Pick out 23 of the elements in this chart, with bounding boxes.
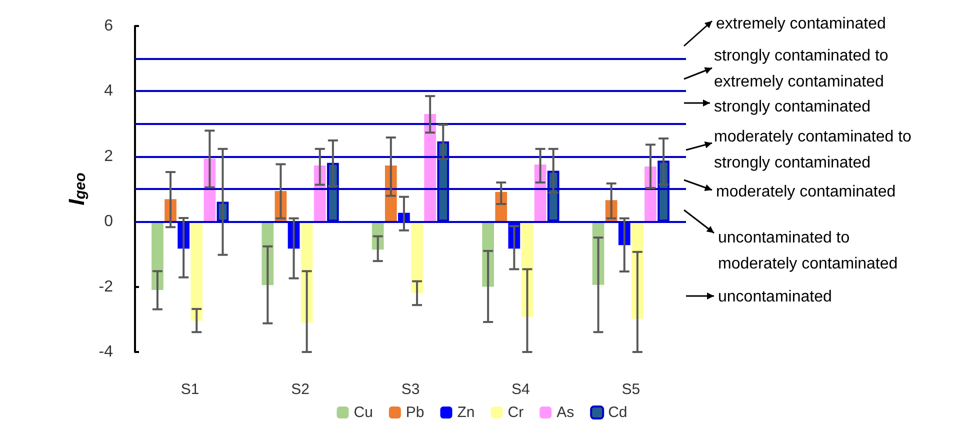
x-tick-label: S5: [622, 381, 640, 398]
legend-label: Cr: [508, 404, 524, 421]
text: extremely contaminated: [716, 16, 886, 32]
y-tick-label: 6: [104, 18, 114, 34]
y-tick-label: 2: [104, 148, 114, 165]
y-tick-label: 0: [104, 213, 114, 230]
y-tick-label: 4: [104, 82, 114, 100]
legend-label: Pb: [406, 404, 424, 421]
legend-label: Cu: [354, 404, 373, 421]
x-tick-label: S2: [291, 381, 310, 398]
y-tick-label: -2: [98, 278, 114, 296]
text: uncontaminated to moderately contaminated: [718, 230, 898, 272]
y-tick-label: -4: [98, 344, 114, 360]
text: moderately contaminated: [716, 184, 896, 200]
x-tick-label: S3: [401, 381, 420, 398]
legend-label: Zn: [457, 404, 475, 421]
x-tick-label: S1: [180, 381, 200, 398]
x-tick-label: S4: [512, 381, 530, 398]
legend-label: Cd: [608, 404, 628, 421]
y-axis-title: Igeo: [64, 172, 89, 206]
text: strongly contaminated: [714, 98, 871, 116]
text: uncontaminated: [718, 288, 832, 306]
legend-label: As: [556, 404, 574, 421]
